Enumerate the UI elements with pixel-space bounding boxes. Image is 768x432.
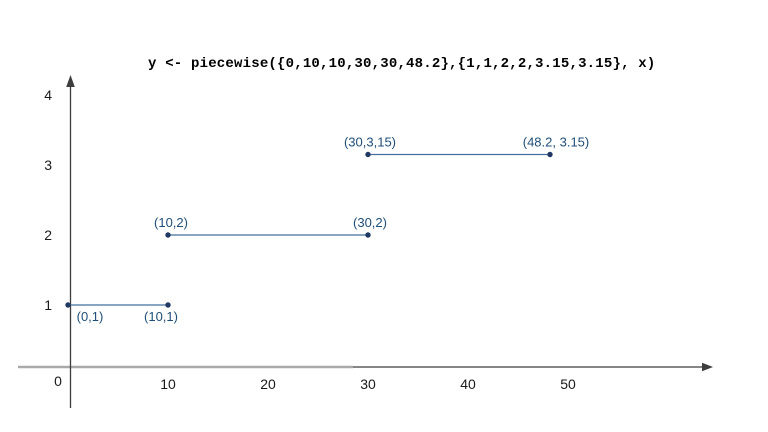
point-label: (48.2, 3.15)	[523, 135, 590, 150]
x-tick-label: 50	[560, 376, 576, 392]
point-label: (30,2)	[353, 215, 387, 230]
x-tick-label: 10	[160, 376, 176, 392]
y-axis-arrow-icon	[66, 75, 75, 87]
data-point	[365, 151, 371, 158]
y-tick-label: 4	[44, 87, 52, 103]
x-tick-label: 40	[460, 376, 476, 392]
point-label: (30,3,15)	[344, 135, 396, 150]
x-tick-label: 20	[260, 376, 276, 392]
data-point	[547, 151, 553, 158]
x-axis-arrow-icon	[702, 362, 713, 372]
point-label: (10,1)	[144, 309, 178, 324]
data-point	[365, 232, 371, 238]
data-point	[65, 302, 71, 308]
point-label: (10,2)	[154, 215, 188, 230]
point-label: (0,1)	[77, 309, 104, 324]
y-tick-label: 2	[44, 227, 52, 243]
x-tick-label: 30	[360, 376, 376, 392]
data-point	[165, 232, 171, 238]
y-tick-label: 1	[44, 297, 52, 313]
data-point	[165, 302, 171, 308]
chart-title: y <- piecewise({0,10,10,30,30,48.2},{1,1…	[148, 56, 656, 72]
origin-label: 0	[54, 373, 62, 389]
y-tick-label: 3	[44, 157, 52, 173]
